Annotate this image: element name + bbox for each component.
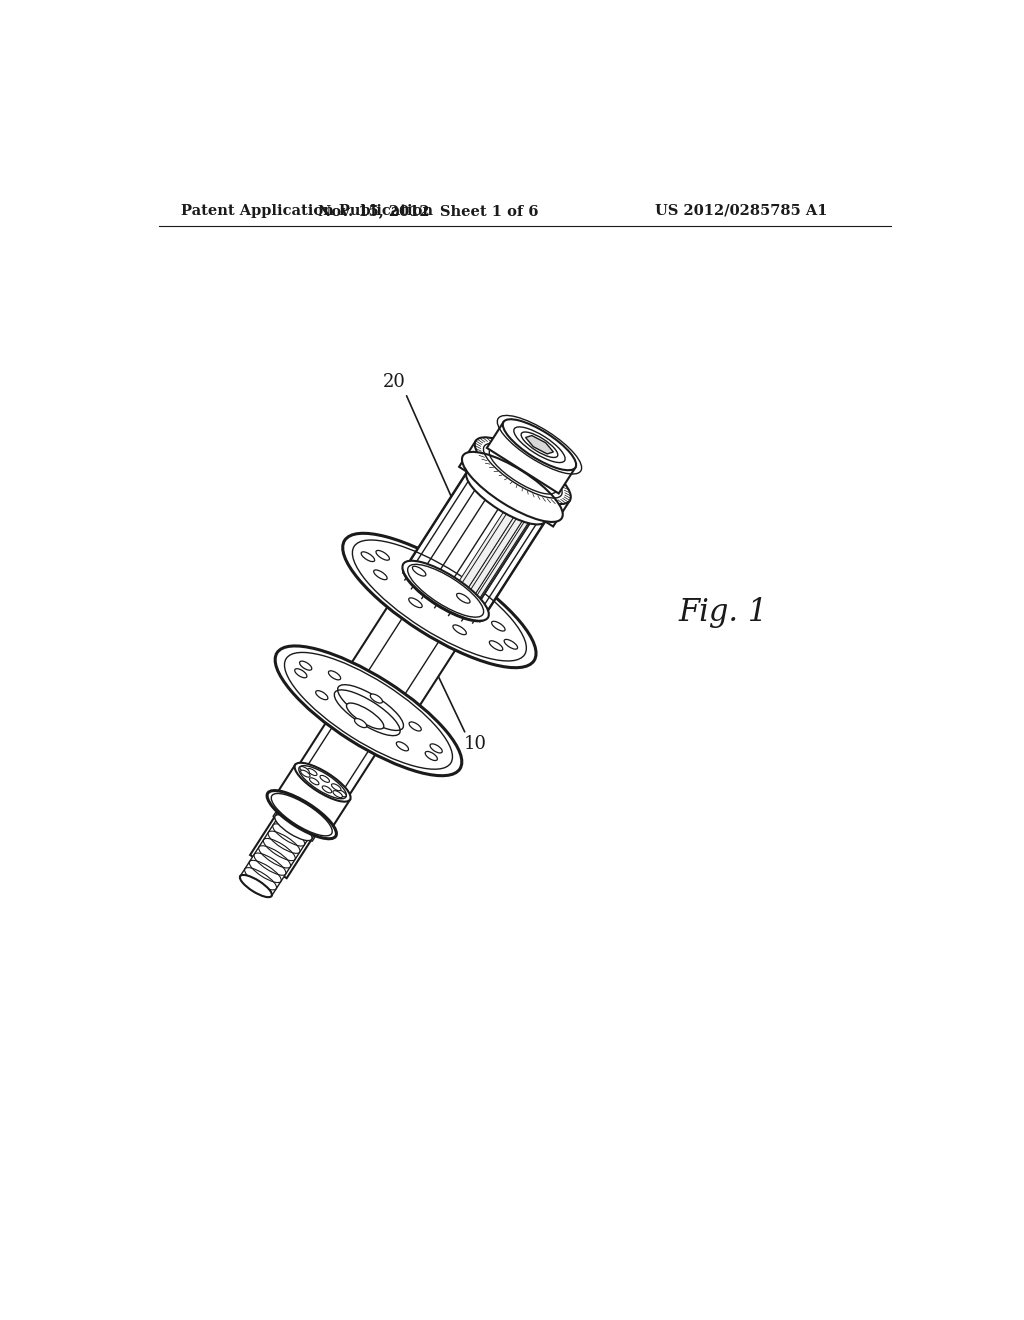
Ellipse shape — [453, 624, 466, 635]
Polygon shape — [273, 805, 319, 841]
Polygon shape — [486, 422, 575, 494]
Ellipse shape — [413, 566, 426, 576]
Ellipse shape — [295, 763, 350, 801]
Ellipse shape — [430, 744, 442, 752]
Ellipse shape — [274, 814, 312, 841]
Ellipse shape — [521, 432, 558, 458]
Ellipse shape — [492, 622, 505, 631]
Polygon shape — [241, 817, 309, 896]
Ellipse shape — [295, 669, 307, 677]
Polygon shape — [279, 701, 390, 828]
Text: Patent Application Publication: Patent Application Publication — [180, 203, 433, 218]
Ellipse shape — [504, 639, 517, 649]
Ellipse shape — [475, 437, 570, 504]
Ellipse shape — [376, 550, 389, 560]
Polygon shape — [403, 471, 546, 620]
Ellipse shape — [374, 570, 387, 579]
Polygon shape — [470, 519, 532, 612]
Polygon shape — [250, 446, 550, 878]
Text: Nov. 15, 2012  Sheet 1 of 6: Nov. 15, 2012 Sheet 1 of 6 — [318, 203, 539, 218]
Text: 20: 20 — [382, 372, 406, 391]
Polygon shape — [459, 496, 524, 593]
Ellipse shape — [402, 562, 486, 622]
Polygon shape — [467, 503, 530, 601]
Polygon shape — [350, 589, 458, 722]
Ellipse shape — [396, 742, 409, 751]
Ellipse shape — [346, 704, 384, 729]
Polygon shape — [464, 520, 527, 612]
Text: 10: 10 — [464, 735, 486, 752]
Ellipse shape — [323, 785, 332, 793]
Ellipse shape — [300, 661, 311, 671]
Ellipse shape — [466, 469, 546, 524]
Ellipse shape — [315, 690, 328, 700]
Ellipse shape — [425, 751, 437, 760]
Ellipse shape — [267, 791, 337, 838]
Ellipse shape — [332, 784, 341, 791]
Polygon shape — [444, 512, 511, 609]
Ellipse shape — [354, 718, 367, 727]
Ellipse shape — [457, 594, 470, 603]
Ellipse shape — [329, 671, 341, 680]
Ellipse shape — [462, 451, 563, 521]
Ellipse shape — [240, 875, 272, 898]
Text: Fig. 1: Fig. 1 — [678, 597, 768, 628]
Ellipse shape — [402, 561, 488, 620]
Polygon shape — [276, 764, 350, 829]
Ellipse shape — [333, 791, 342, 797]
Polygon shape — [331, 579, 473, 738]
Ellipse shape — [343, 533, 536, 668]
Ellipse shape — [307, 768, 317, 776]
Ellipse shape — [361, 552, 375, 561]
Text: US 2012/0285785 A1: US 2012/0285785 A1 — [655, 203, 827, 218]
Polygon shape — [275, 705, 383, 840]
Ellipse shape — [275, 645, 462, 776]
Ellipse shape — [503, 420, 577, 470]
Ellipse shape — [301, 770, 310, 777]
Ellipse shape — [371, 694, 383, 704]
Ellipse shape — [321, 775, 330, 783]
Ellipse shape — [489, 640, 503, 651]
Polygon shape — [455, 517, 520, 611]
Ellipse shape — [300, 767, 309, 774]
Ellipse shape — [409, 722, 421, 731]
Ellipse shape — [409, 598, 422, 607]
Polygon shape — [472, 510, 534, 606]
Ellipse shape — [309, 777, 318, 785]
Polygon shape — [459, 441, 569, 527]
Ellipse shape — [337, 789, 346, 797]
Polygon shape — [474, 516, 534, 611]
Polygon shape — [525, 436, 553, 454]
